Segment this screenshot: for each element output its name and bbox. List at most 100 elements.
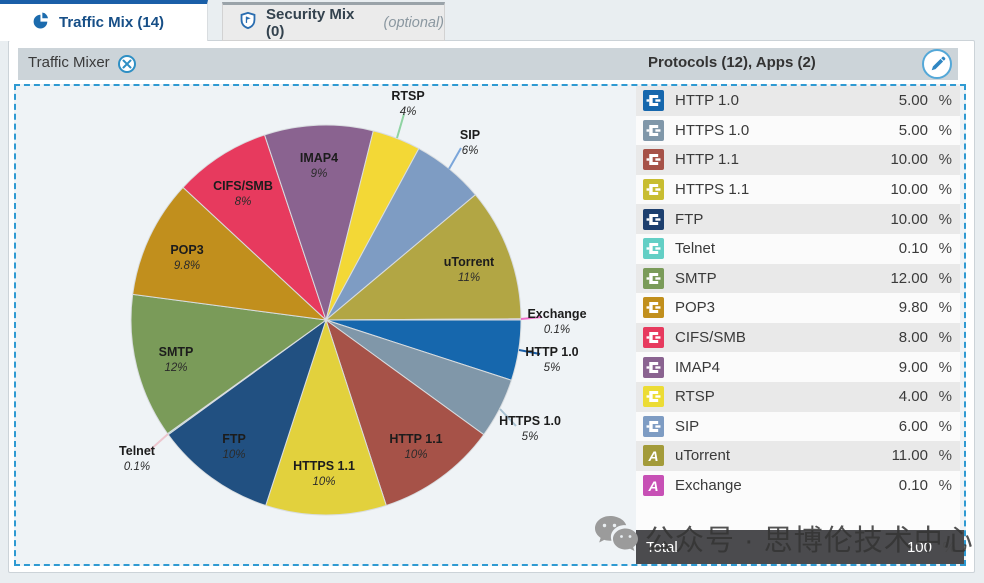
close-mixer-button[interactable] bbox=[118, 55, 136, 73]
tab-security-mix-label: Security Mix (0) bbox=[266, 5, 355, 40]
protocol-icon bbox=[643, 238, 664, 260]
protocol-name: CIFS/SMB bbox=[675, 329, 746, 347]
leader-line-sip bbox=[448, 147, 462, 170]
percent-unit: % bbox=[938, 388, 952, 406]
list-item[interactable]: SIP 6.00% bbox=[636, 411, 960, 442]
leader-line-telnet bbox=[149, 433, 169, 451]
percent-unit: % bbox=[938, 92, 952, 110]
list-item[interactable]: IMAP4 9.00% bbox=[636, 352, 960, 382]
percent-unit: % bbox=[938, 299, 952, 317]
tab-traffic-mix[interactable]: Traffic Mix (14) bbox=[0, 0, 208, 41]
percent-unit: % bbox=[938, 151, 952, 169]
list-item[interactable]: HTTP 1.1 10.00% bbox=[636, 145, 960, 175]
pie-slice-imap4[interactable] bbox=[263, 124, 374, 322]
traffic-mixer-title: Traffic Mixer bbox=[28, 54, 110, 71]
protocol-list: HTTP 1.0 5.00% HTTPS 1.0 5.00% HTTP 1.1 10.00… bbox=[636, 86, 960, 501]
protocol-icon bbox=[643, 90, 664, 112]
leader-line-exchange bbox=[520, 316, 543, 320]
protocol-percentage[interactable]: 8.00 bbox=[898, 329, 928, 347]
pie-slice-http-1-1[interactable] bbox=[325, 318, 485, 507]
protocol-percentage[interactable]: 11.00 bbox=[891, 447, 928, 465]
protocol-icon bbox=[643, 356, 664, 378]
protocol-name: IMAP4 bbox=[675, 358, 721, 376]
pie-slice-pop3[interactable] bbox=[132, 186, 328, 321]
protocol-icon bbox=[643, 179, 664, 201]
traffic-mix-pie-chart bbox=[130, 113, 543, 516]
protocol-icon bbox=[643, 119, 664, 141]
percent-unit: % bbox=[938, 447, 952, 465]
edit-mix-button[interactable] bbox=[922, 49, 952, 79]
protocol-name: HTTPS 1.1 bbox=[675, 181, 750, 199]
pie-chart-icon bbox=[30, 11, 49, 34]
list-item[interactable]: HTTPS 1.0 5.00% bbox=[636, 115, 960, 146]
protocol-name: Telnet bbox=[675, 240, 716, 258]
percent-unit: % bbox=[938, 181, 952, 199]
protocol-percentage[interactable]: 10.00 bbox=[890, 181, 928, 199]
list-item[interactable]: RTSP 4.00% bbox=[636, 381, 960, 412]
tab-security-mix[interactable]: Security Mix (0) (optional) bbox=[222, 2, 445, 41]
percent-unit: % bbox=[938, 210, 952, 228]
leader-line-http-1-0 bbox=[518, 349, 541, 355]
protocols-apps-title: Protocols (12), Apps (2) bbox=[648, 54, 816, 71]
protocol-name: FTP bbox=[675, 210, 704, 228]
total-bar: Total 100 % bbox=[636, 530, 964, 564]
list-item[interactable]: Telnet 0.10% bbox=[636, 233, 960, 264]
pie-slice-ftp[interactable] bbox=[167, 318, 327, 507]
protocol-percentage[interactable]: 0.10 bbox=[898, 477, 928, 495]
protocol-percentage[interactable]: 9.00 bbox=[898, 358, 928, 376]
close-icon bbox=[122, 59, 132, 69]
percent-unit: % bbox=[938, 121, 952, 139]
pie-slice-smtp[interactable] bbox=[130, 293, 328, 435]
pie-slice-https-1-1[interactable] bbox=[265, 318, 387, 516]
protocol-name: POP3 bbox=[675, 299, 716, 317]
tab-security-mix-optional: (optional) bbox=[383, 14, 444, 31]
protocol-percentage[interactable]: 0.10 bbox=[898, 240, 928, 258]
protocol-percentage[interactable]: 10.00 bbox=[890, 151, 928, 169]
protocol-icon bbox=[643, 327, 664, 349]
list-item[interactable]: HTTPS 1.1 10.00% bbox=[636, 174, 960, 205]
protocol-percentage[interactable]: 4.00 bbox=[898, 388, 928, 406]
protocol-name: SMTP bbox=[675, 269, 717, 287]
app-icon: A bbox=[643, 445, 664, 467]
leader-line-rtsp bbox=[396, 113, 405, 139]
list-item[interactable]: HTTP 1.0 5.00% bbox=[636, 86, 960, 116]
percent-unit: % bbox=[938, 477, 952, 495]
percent-unit: % bbox=[938, 329, 952, 347]
list-item[interactable]: FTP 10.00% bbox=[636, 204, 960, 234]
protocol-icon bbox=[643, 208, 664, 230]
protocol-name: HTTP 1.0 bbox=[675, 92, 739, 110]
protocol-percentage[interactable]: 5.00 bbox=[898, 121, 928, 139]
protocol-percentage[interactable]: 6.00 bbox=[898, 417, 928, 435]
list-item[interactable]: SMTP 12.00% bbox=[636, 263, 960, 294]
protocol-name: uTorrent bbox=[675, 447, 731, 465]
protocol-percentage[interactable]: 5.00 bbox=[898, 92, 928, 110]
protocol-icon bbox=[643, 149, 664, 171]
app-icon: A bbox=[643, 475, 664, 497]
percent-unit: % bbox=[938, 417, 952, 435]
protocol-name: SIP bbox=[675, 417, 700, 435]
protocol-name: Exchange bbox=[675, 477, 742, 495]
pencil-icon bbox=[931, 56, 945, 70]
mixer-header-bar: Traffic Mixer Protocols (12), Apps (2) bbox=[18, 48, 958, 80]
protocol-icon bbox=[643, 386, 664, 408]
protocol-icon bbox=[643, 267, 664, 289]
protocol-percentage[interactable]: 10.00 bbox=[890, 210, 928, 228]
protocol-icon bbox=[643, 297, 664, 319]
protocol-percentage[interactable]: 9.80 bbox=[898, 299, 928, 317]
list-item[interactable]: A Exchange 0.10% bbox=[636, 470, 960, 501]
leader-line-https-1-0 bbox=[499, 408, 517, 427]
percent-unit: % bbox=[938, 240, 952, 258]
percent-unit: % bbox=[938, 358, 952, 376]
total-unit: % bbox=[942, 538, 956, 556]
pie-slice-cifs-smb[interactable] bbox=[182, 134, 327, 321]
list-item[interactable]: CIFS/SMB 8.00% bbox=[636, 322, 960, 353]
protocol-icon bbox=[643, 415, 664, 437]
pie-slice-utorrent[interactable] bbox=[324, 194, 522, 321]
percent-unit: % bbox=[938, 269, 952, 287]
protocol-name: HTTPS 1.0 bbox=[675, 121, 750, 139]
protocol-percentage[interactable]: 12.00 bbox=[890, 269, 928, 287]
list-item[interactable]: POP3 9.80% bbox=[636, 293, 960, 323]
protocol-name: RTSP bbox=[675, 388, 715, 406]
